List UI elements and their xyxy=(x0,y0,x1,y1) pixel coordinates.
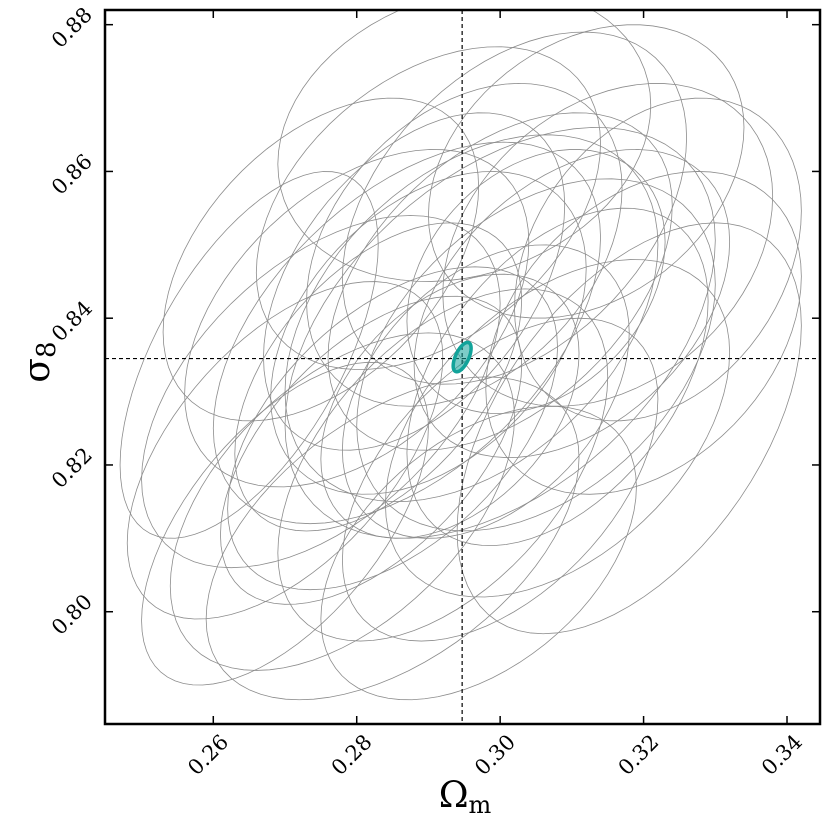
highlight-contour xyxy=(451,340,473,374)
x-tick-label: 0.34 xyxy=(757,730,807,780)
contour xyxy=(385,259,731,598)
contour xyxy=(277,288,609,642)
contour xyxy=(277,10,652,282)
x-axis-label-base: Ω xyxy=(439,775,469,816)
x-tick-label: 0.28 xyxy=(327,730,377,780)
contour xyxy=(169,332,515,671)
contour xyxy=(126,281,444,620)
contour xyxy=(141,215,501,569)
contour xyxy=(406,207,709,547)
contour xyxy=(184,149,530,488)
contour xyxy=(442,83,774,407)
contour xyxy=(327,112,673,451)
y-tick-label: 0.86 xyxy=(47,149,97,199)
y-axis-label-sub: 8 xyxy=(32,341,62,358)
y-axis-label: σ8 xyxy=(17,341,62,382)
contour xyxy=(141,361,429,686)
x-axis-label-sub: m xyxy=(469,791,492,819)
y-tick-label: 0.82 xyxy=(47,443,97,493)
contour xyxy=(284,127,716,539)
contour xyxy=(428,24,745,319)
plot-frame xyxy=(103,8,822,726)
contour xyxy=(514,97,802,422)
contour xyxy=(341,31,688,385)
x-tick-label: 0.26 xyxy=(183,730,233,780)
x-axis-label: Ωm xyxy=(439,775,492,819)
contour xyxy=(227,266,558,591)
x-tick-label: 0.30 xyxy=(470,730,520,780)
contour xyxy=(320,405,637,701)
contour xyxy=(356,178,716,532)
axes: 0.26 0.28 0.30 0.32 0.34 0.80 0.82 0.84 0.86 0.88… xyxy=(17,3,820,819)
x-tick-label: 0.32 xyxy=(614,730,664,780)
contour xyxy=(485,171,802,495)
contour xyxy=(341,317,659,642)
y-tick-label: 0.88 xyxy=(47,3,97,53)
contour xyxy=(212,141,601,525)
y-axis-label-base: σ xyxy=(17,358,58,383)
contour xyxy=(234,222,523,532)
contour xyxy=(220,295,523,605)
contour xyxy=(406,149,666,414)
y-tick-label: 0.84 xyxy=(47,296,97,346)
contour xyxy=(320,273,580,539)
contour xyxy=(306,82,623,407)
contour xyxy=(119,171,379,539)
contour xyxy=(413,149,731,458)
contour xyxy=(263,112,566,451)
y-tick-label: 0.80 xyxy=(47,590,97,640)
contour xyxy=(205,376,580,701)
contour xyxy=(284,134,659,503)
plot-area xyxy=(105,10,820,724)
contour xyxy=(162,97,480,422)
